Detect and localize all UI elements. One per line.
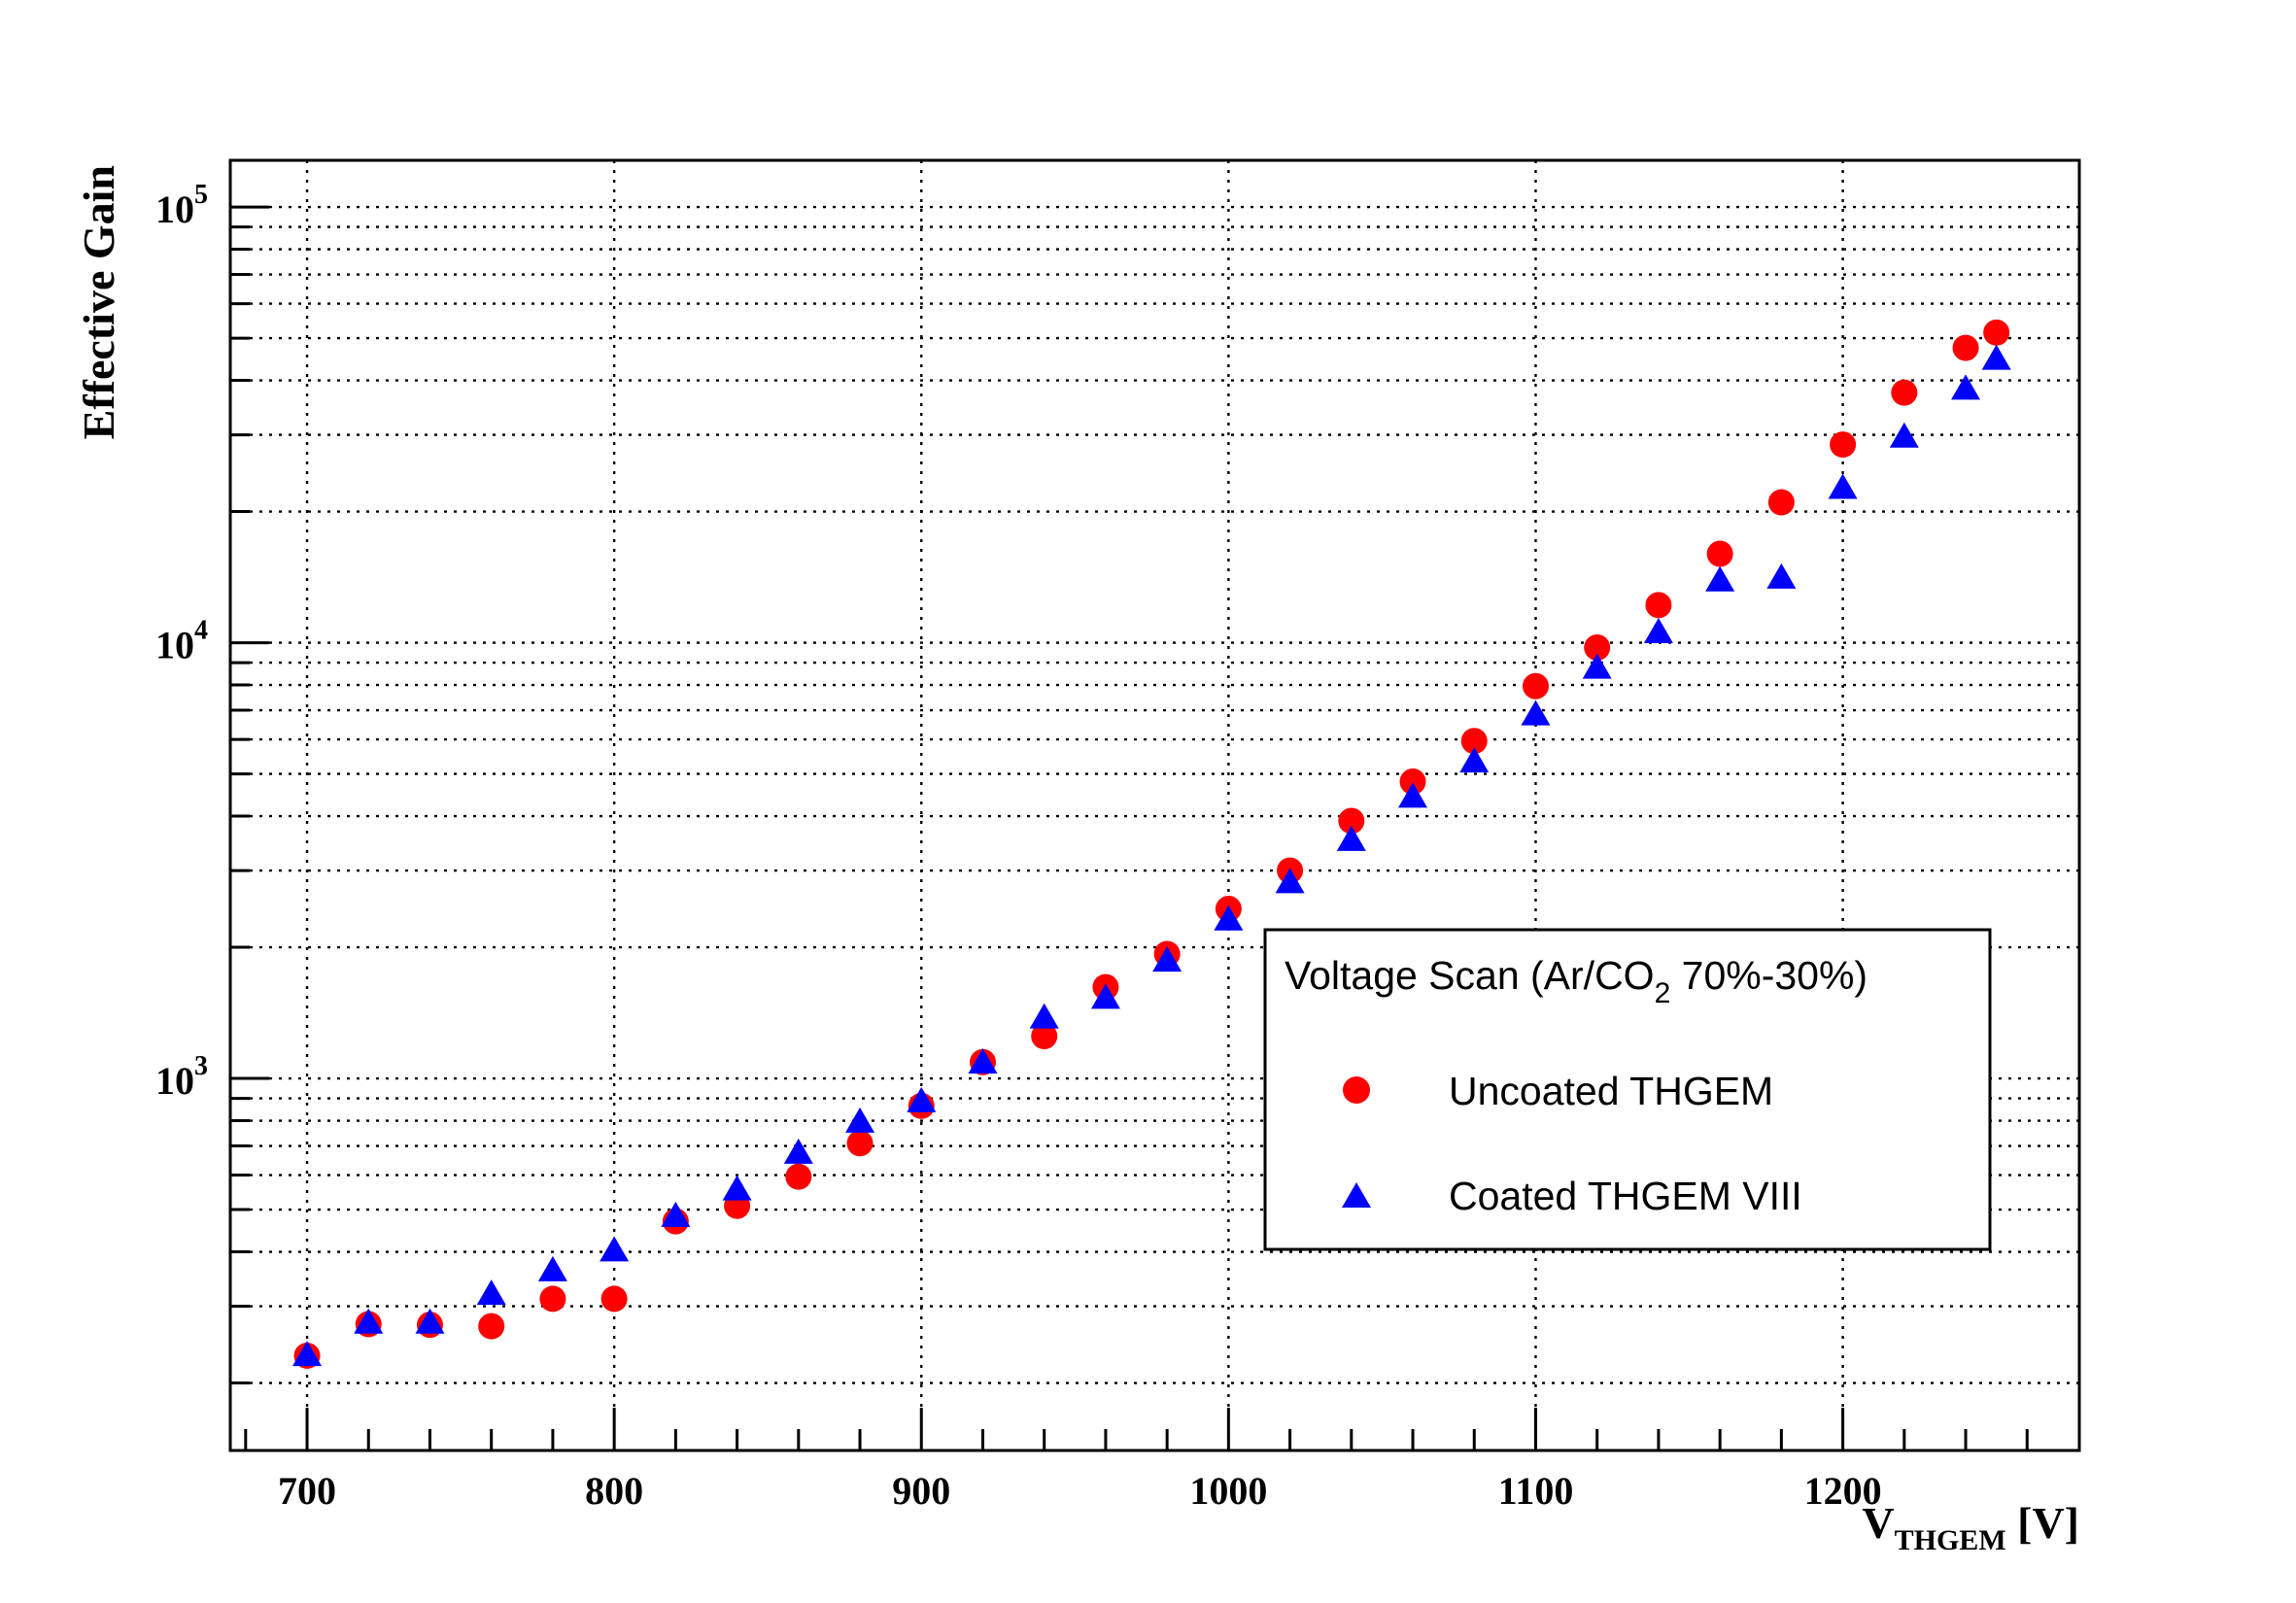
- data-point-coated: [1582, 653, 1612, 679]
- data-point-coated: [1029, 1003, 1059, 1029]
- x-axis-title-main: V: [1862, 1498, 1894, 1548]
- x-axis-title: VTHGEM [V]: [1862, 1498, 2079, 1556]
- data-point-uncoated: [600, 1285, 628, 1313]
- data-point-coated: [1951, 374, 1981, 400]
- x-tick-label: 1100: [1498, 1469, 1574, 1513]
- y-tick-label: 103: [155, 1051, 208, 1103]
- data-point-uncoated: [846, 1130, 874, 1157]
- y-tick-label-base: 10: [155, 188, 194, 231]
- data-point-uncoated: [1460, 728, 1488, 755]
- data-point-coated: [1828, 473, 1858, 499]
- data-point-coated: [783, 1138, 813, 1164]
- data-point-uncoated: [1338, 807, 1365, 835]
- data-point-uncoated: [1952, 334, 1979, 361]
- data-point-coated: [1643, 617, 1673, 643]
- y-tick-label-exponent: 3: [194, 1051, 208, 1081]
- x-tick-label: 700: [278, 1469, 336, 1513]
- legend-title-rest: 70%-30%): [1670, 953, 1868, 998]
- data-point-coated: [968, 1047, 998, 1074]
- data-point-coated: [907, 1086, 937, 1112]
- data-point-coated: [292, 1341, 323, 1367]
- x-tick-label: 800: [585, 1469, 643, 1513]
- legend-marker-coated: [1342, 1182, 1371, 1208]
- data-point-coated: [476, 1279, 506, 1306]
- data-point-uncoated: [1830, 431, 1857, 459]
- legend-label-coated: Coated THGEM VIII: [1449, 1174, 1802, 1218]
- y-tick-label-exponent: 5: [194, 180, 208, 210]
- legend-title: Voltage Scan (Ar/CO2 70%-30%): [1285, 953, 1868, 1009]
- legend-marker-uncoated: [1343, 1076, 1370, 1104]
- data-point-uncoated: [1584, 633, 1611, 661]
- x-tick-label: 1200: [1804, 1469, 1882, 1513]
- x-tick-label: 1000: [1189, 1469, 1267, 1513]
- data-point-uncoated: [1983, 319, 2010, 346]
- legend-label-uncoated: Uncoated THGEM: [1449, 1069, 1773, 1113]
- data-point-uncoated: [1399, 768, 1426, 796]
- grid: [230, 160, 2079, 1450]
- data-point-coated: [1090, 983, 1120, 1009]
- x-tick-label: 900: [892, 1469, 950, 1513]
- data-point-uncoated: [539, 1285, 566, 1313]
- data-point-coated: [1152, 946, 1182, 972]
- data-point-coated: [1889, 422, 1919, 448]
- data-point-coated: [600, 1236, 630, 1262]
- data-point-coated: [661, 1201, 691, 1227]
- data-point-coated: [722, 1175, 752, 1201]
- legend-title-subscript: 2: [1655, 977, 1671, 1009]
- data-point-coated: [1981, 344, 2011, 370]
- data-point-uncoated: [1706, 540, 1733, 567]
- data-point-uncoated: [1645, 592, 1672, 619]
- data-point-coated: [537, 1255, 567, 1281]
- y-axis-title: Effective Gain: [74, 165, 123, 439]
- y-tick-label-exponent: 4: [194, 616, 208, 646]
- y-tick-label-base: 10: [155, 1059, 194, 1103]
- data-point-uncoated: [1891, 379, 1918, 406]
- x-axis: 700 800 900 1000 1100 1200: [244, 1408, 2029, 1513]
- y-tick-label: 104: [155, 616, 208, 667]
- data-point-coated: [1705, 565, 1735, 592]
- x-axis-title-subscript: THGEM: [1895, 1524, 2006, 1556]
- data-point-coated: [845, 1107, 875, 1133]
- legend-box: [1263, 928, 1992, 1251]
- y-tick-label-base: 10: [155, 624, 194, 667]
- data-point-uncoated: [1522, 672, 1549, 699]
- data-point-uncoated: [1767, 489, 1795, 516]
- data-point-coated: [415, 1308, 445, 1334]
- data-point-coated: [1336, 825, 1366, 851]
- data-point-uncoated: [1031, 1023, 1058, 1050]
- data-point-coated: [1521, 699, 1551, 726]
- data-markers: [292, 319, 2011, 1369]
- plot-frame: [228, 158, 2081, 1452]
- legend: Voltage Scan (Ar/CO2 70%-30%) Uncoated T…: [1263, 928, 1992, 1251]
- data-point-uncoated: [478, 1313, 505, 1340]
- data-point-coated: [1398, 782, 1428, 808]
- data-point-coated: [1459, 747, 1490, 773]
- y-tick-label: 105: [155, 180, 208, 231]
- data-point-coated: [1214, 904, 1244, 931]
- data-point-coated: [1275, 868, 1305, 894]
- data-point-coated: [1766, 563, 1797, 589]
- data-point-coated: [354, 1308, 384, 1334]
- data-point-uncoated: [785, 1163, 812, 1190]
- legend-title-main: Voltage Scan (Ar/CO: [1285, 953, 1655, 998]
- x-axis-title-unit: [V]: [2006, 1498, 2079, 1548]
